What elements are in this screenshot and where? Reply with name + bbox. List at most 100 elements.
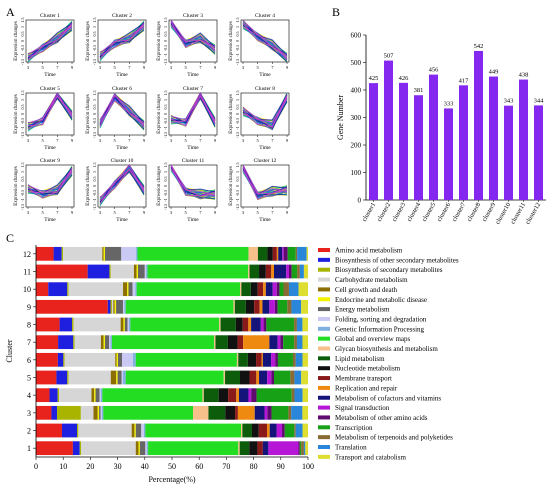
bar-cluster12 xyxy=(534,105,543,200)
bar-segment xyxy=(297,264,300,279)
bar-segment xyxy=(269,299,275,314)
bar-segment xyxy=(243,335,270,350)
legend-item: Nucleotide metabolism xyxy=(318,365,401,373)
bar-segment xyxy=(95,388,100,403)
bar-segment xyxy=(102,246,104,261)
cluster-panel-5: Cluster 5 3 5 7 9 Time 1.5 1 0.5 0 -0.5 -1 -1.5Expre… xyxy=(14,86,75,151)
bar-value-label: 343 xyxy=(504,98,514,105)
bar-segment xyxy=(144,264,147,279)
legend-label: Cell growth and death xyxy=(335,286,398,294)
bar-segment xyxy=(249,441,258,456)
bar-segment xyxy=(265,282,273,297)
bar-segment xyxy=(256,370,260,385)
bar-segment xyxy=(110,299,112,314)
bar-segment xyxy=(110,264,134,279)
x-tick-label: 7 xyxy=(56,138,59,143)
bar-segment xyxy=(137,246,249,261)
bar-segment xyxy=(297,246,307,261)
bar-segment xyxy=(286,264,289,279)
bar-segment xyxy=(87,264,110,279)
bar-segment xyxy=(262,352,272,367)
bar-segment xyxy=(277,335,281,350)
cluster-panel-2: Cluster 2 3 5 7 9 Time 1.5 1 0.5 0 -0.5 -1 -1.5Expre… xyxy=(86,13,147,78)
bar-segment xyxy=(302,317,308,332)
panel-b-label: B xyxy=(332,5,340,19)
y-tick-label: 1 xyxy=(235,171,240,173)
legend-swatch xyxy=(318,346,330,351)
legend-item: Energy metabolism xyxy=(318,306,390,314)
x-tick-label: 5 xyxy=(257,138,260,143)
y-axis-title: Expression changes xyxy=(229,94,234,134)
expression-profile-line xyxy=(170,168,216,197)
expression-profile-line xyxy=(27,24,73,55)
bar-segment xyxy=(214,335,216,350)
y-tick-label: 0.5 xyxy=(163,177,168,182)
stacked-bar-cluster-8 xyxy=(36,317,308,332)
legend-swatch xyxy=(318,395,330,400)
bar-segment xyxy=(280,335,284,350)
y-tick-label: 1 xyxy=(235,26,240,28)
bar-segment xyxy=(111,299,114,314)
x-tick-label: 5 xyxy=(185,65,188,70)
x-axis-title: Time xyxy=(259,145,271,151)
x-tick-label: 9 xyxy=(214,210,217,215)
bar-segment xyxy=(123,317,125,332)
bar-segment xyxy=(148,441,239,456)
y-tick-label: 0.5 xyxy=(235,177,240,182)
bar-segment xyxy=(57,388,60,403)
expression-profile-line xyxy=(99,93,145,126)
x-tick-label: 5 xyxy=(185,210,188,215)
y-tick-label: -1.5 xyxy=(235,204,240,210)
bar-segment xyxy=(228,388,237,403)
bar-segment xyxy=(105,246,122,261)
legend-swatch xyxy=(318,257,330,262)
bar-segment xyxy=(139,441,146,456)
x-tick-label: 0 xyxy=(34,462,38,471)
cluster-panel-7: Cluster 7 3 5 7 9 Time 1.5 1 0.5 0 -0.5 -1 -1.5Expre… xyxy=(157,86,218,151)
x-tick-label: 7 xyxy=(199,138,202,143)
x-tick-label: 9 xyxy=(71,65,74,70)
y-tick-label: 9 xyxy=(27,303,31,312)
bar-segment xyxy=(36,370,57,385)
bar-segment xyxy=(215,335,228,350)
y-tick-label: 1.5 xyxy=(163,91,168,96)
y-tick-label: 1.5 xyxy=(92,91,97,96)
y-axis-title: Expression changes xyxy=(157,94,162,134)
x-tick-label: 40 xyxy=(141,462,149,471)
legend-label: Biosynthesis of other secondary metaboli… xyxy=(335,256,459,264)
y-tick-label: 1.5 xyxy=(20,91,25,96)
bar-segment xyxy=(67,282,69,297)
bar-segment xyxy=(238,388,249,403)
y-tick-label: 0 xyxy=(235,185,240,187)
bar-segment xyxy=(116,299,123,314)
bar-segment xyxy=(146,264,148,279)
bar-segment xyxy=(261,352,263,367)
expression-profile-line xyxy=(99,95,145,127)
y-tick-label: -1.5 xyxy=(163,132,168,138)
x-axis-title: Time xyxy=(259,72,271,78)
y-tick-label: -1 xyxy=(235,53,240,56)
x-tick-label: 9 xyxy=(71,210,74,215)
bar-cluster1 xyxy=(369,83,378,200)
bar-segment xyxy=(135,423,142,438)
y-axis-title: Expression changes xyxy=(86,94,91,134)
expression-profile-line xyxy=(27,95,73,124)
x-tick-label: 5 xyxy=(114,65,117,70)
y-tick-label: -1 xyxy=(20,198,25,201)
x-tick-label: 3 xyxy=(242,65,245,70)
bar-segment xyxy=(303,441,306,456)
legend-item: Metabolism of cofactors and vitamins xyxy=(318,394,441,402)
y-tick-label: 1 xyxy=(163,171,168,173)
x-tick-label: 9 xyxy=(143,65,146,70)
bar-cluster5 xyxy=(429,74,438,200)
expression-profile-line xyxy=(27,29,73,59)
bar-cluster10 xyxy=(504,105,513,200)
bar-segment xyxy=(271,370,274,385)
bar-cluster7 xyxy=(459,85,468,200)
legend-item: Cell growth and death xyxy=(318,286,398,294)
bar-segment xyxy=(116,370,118,385)
legend-label: Nucleotide metabolism xyxy=(335,365,401,373)
cluster-panel-10: Cluster 10 3 5 7 9 Time 1.5 1 0.5 0 -0.5 -1 -1.5Expr… xyxy=(86,158,147,223)
bar-segment xyxy=(63,246,103,261)
